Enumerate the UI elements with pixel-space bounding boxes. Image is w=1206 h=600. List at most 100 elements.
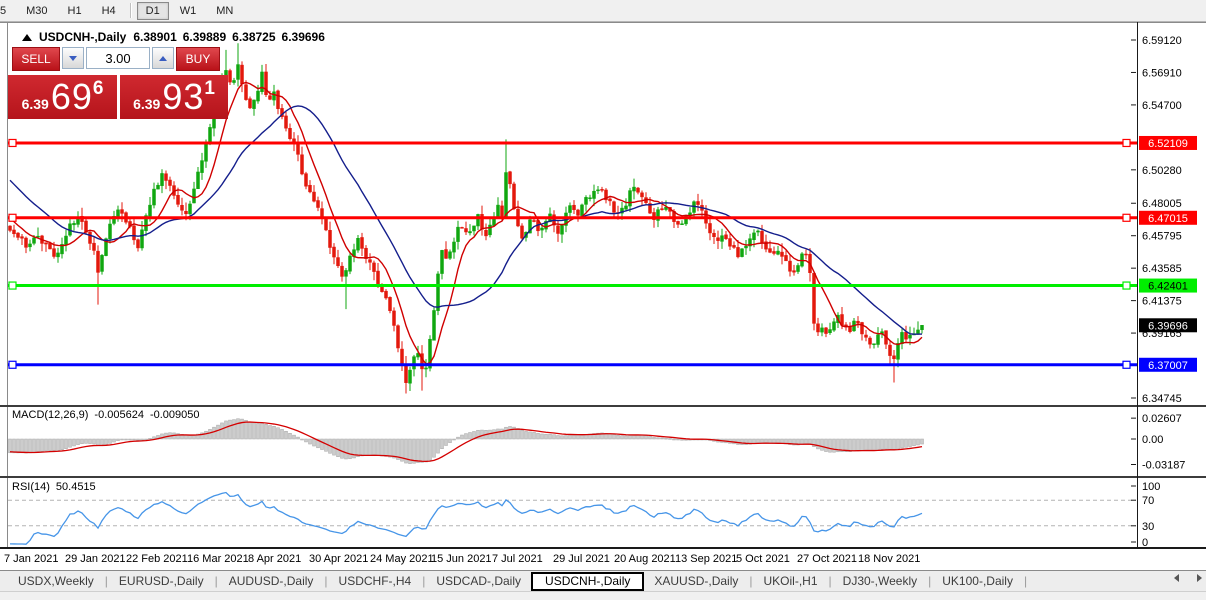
tab-separator: |: [104, 574, 108, 588]
candle-body: [804, 253, 808, 256]
candle-body: [628, 190, 632, 207]
chevron-down-icon: [69, 55, 77, 61]
macd-histogram-bar: [560, 435, 564, 440]
timeframe-button-H1[interactable]: H1: [67, 4, 82, 17]
macd-histogram-bar: [292, 434, 296, 440]
macd-histogram-bar: [72, 438, 76, 447]
candle-body: [728, 238, 732, 247]
timeframe-button-M30[interactable]: M30: [26, 4, 48, 17]
timeframe-button-MN[interactable]: MN: [216, 4, 234, 17]
tab-scroll-right-button[interactable]: [1197, 574, 1202, 582]
date-label: 16 Mar 2021: [187, 553, 249, 565]
level-handle-6.37007[interactable]: [8, 360, 17, 369]
macd-histogram-bar: [260, 423, 264, 440]
candle-body: [316, 200, 320, 208]
candle-body: [488, 224, 492, 236]
macd-histogram-bar: [224, 420, 228, 440]
sell-button[interactable]: SELL: [12, 47, 60, 71]
buy-button[interactable]: BUY: [176, 47, 220, 71]
sell-price-box[interactable]: 6.39 69 6: [8, 75, 117, 119]
macd-histogram-bar: [52, 438, 56, 451]
candle-body: [8, 225, 12, 231]
candle-body: [904, 331, 908, 340]
buy-price-box[interactable]: 6.39 93 1: [120, 75, 228, 119]
chart-tab-usdcad-daily[interactable]: USDCAD-,Daily: [436, 574, 522, 588]
macd-histogram-bar: [356, 438, 360, 457]
candle-body: [832, 321, 836, 331]
chart-tab-usdx-weekly[interactable]: USDX,Weekly: [18, 574, 94, 588]
macd-histogram-bar: [296, 436, 300, 440]
candle-body: [512, 183, 516, 209]
macd-histogram-bar: [872, 438, 876, 451]
candle-body: [376, 270, 380, 286]
macd-histogram-bar: [188, 435, 192, 440]
volume-decrease-button[interactable]: [62, 47, 84, 69]
chart-tab-xauusd-daily[interactable]: XAUUSD-,Daily: [654, 574, 739, 588]
chart-tab-ukoil-h1[interactable]: UKOil-,H1: [763, 574, 818, 588]
ma-fast-line: [9, 81, 923, 365]
macd-histogram-bar: [8, 438, 12, 454]
candle-body: [44, 242, 48, 245]
candle-body: [60, 244, 64, 255]
macd-histogram-bar: [676, 438, 680, 441]
timeframe-button-D1[interactable]: D1: [136, 1, 169, 20]
open-value: 6.38901: [133, 30, 177, 44]
candle-body: [260, 71, 264, 92]
candle-body: [556, 225, 560, 234]
candle-body: [568, 205, 572, 213]
macd-histogram-bar: [848, 438, 852, 452]
chart-tab-usdchf-h4[interactable]: USDCHF-,H4: [338, 574, 412, 588]
candle-body: [592, 190, 596, 199]
rsi-indicator-label: RSI(14) 50.4515: [12, 481, 96, 493]
timeframe-button-H4[interactable]: H4: [101, 4, 116, 17]
level-handle-6.47015[interactable]: [8, 213, 17, 222]
timeframe-button-5[interactable]: 5: [0, 4, 7, 17]
level-handle-6.47015[interactable]: [1122, 213, 1131, 222]
timeframe-toolbar: 5 M30 H1 H4 D1 W1 MN: [0, 0, 1206, 22]
level-handle-6.37007[interactable]: [1122, 360, 1131, 369]
level-handle-6.52109[interactable]: [8, 138, 17, 148]
volume-increase-button[interactable]: [152, 47, 174, 69]
macd-histogram-bar: [40, 438, 44, 452]
timeframe-button-W1[interactable]: W1: [179, 4, 197, 17]
macd-histogram-bar: [616, 434, 620, 440]
tab-scroll-left-button[interactable]: [1174, 574, 1179, 582]
macd-histogram-bar: [656, 437, 660, 440]
level-handle-6.42401[interactable]: [1122, 281, 1131, 290]
chart-tab-usdcnh-daily[interactable]: USDCNH-,Daily: [531, 571, 645, 591]
level-handle-6.52109[interactable]: [1122, 138, 1131, 148]
macd-histogram-bar: [492, 429, 496, 440]
macd-histogram-bar: [124, 438, 128, 441]
macd-histogram-bar: [176, 433, 180, 440]
macd-histogram-bar: [608, 433, 612, 440]
candle-body: [604, 189, 608, 201]
tab-separator: |: [828, 574, 832, 588]
arrow-left-icon: [1174, 574, 1179, 582]
chart-tab-audusd-daily[interactable]: AUDUSD-,Daily: [228, 574, 314, 588]
level-price-badge-bg: [1139, 278, 1197, 293]
sell-price-pip: 6: [92, 78, 104, 99]
candle-body: [732, 245, 736, 248]
macd-histogram-bar: [268, 425, 272, 440]
macd-histogram-bar: [320, 438, 324, 450]
candle-body: [716, 237, 720, 241]
volume-input[interactable]: [86, 47, 150, 69]
candle-body: [180, 205, 184, 211]
macd-indicator-label: MACD(12,26,9) -0.005624 -0.009050: [12, 409, 200, 421]
candle-body: [308, 184, 312, 193]
candle-body: [188, 203, 192, 215]
macd-histogram-bar: [900, 438, 904, 449]
candle-body: [588, 197, 592, 199]
candle-body: [12, 229, 16, 235]
macd-histogram-bar: [312, 438, 316, 447]
macd-histogram-bar: [360, 438, 364, 457]
candle-body: [48, 242, 52, 250]
level-price-badge: 6.47015: [1148, 213, 1188, 225]
candle-body: [272, 91, 276, 101]
chart-tab-dj30-weekly[interactable]: DJ30-,Weekly: [842, 574, 918, 588]
chart-tab-uk100-daily[interactable]: UK100-,Daily: [942, 574, 1013, 588]
level-handle-6.42401[interactable]: [8, 281, 17, 290]
level-price-badge: 6.42401: [1148, 281, 1188, 293]
candle-body: [676, 221, 680, 225]
chart-tab-eurusd-daily[interactable]: EURUSD-,Daily: [118, 574, 204, 588]
